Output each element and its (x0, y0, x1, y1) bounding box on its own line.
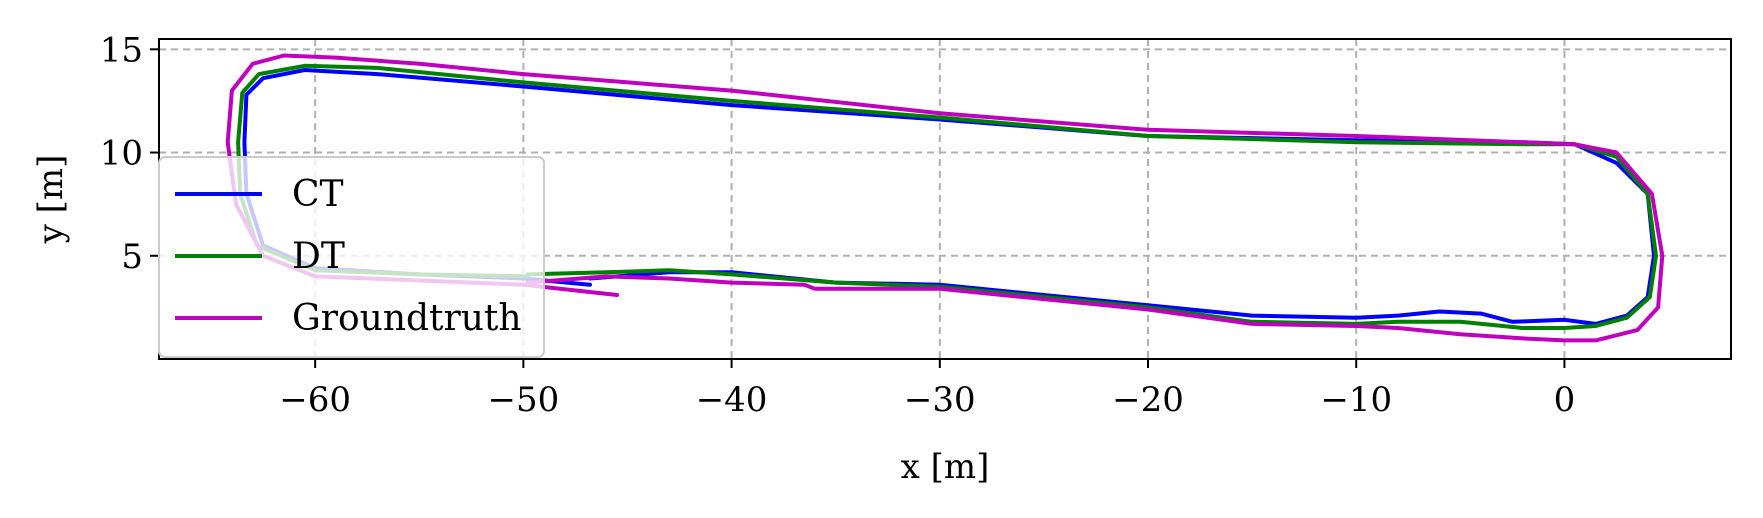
legend-label-dt: DT (292, 236, 345, 277)
x-tick-label: −50 (487, 380, 559, 420)
x-tick-label: −20 (1112, 380, 1184, 420)
y-tick-label: 5 (121, 237, 143, 277)
legend-box (158, 156, 545, 358)
x-tick-label: −60 (279, 380, 351, 420)
series-lines (225, 53, 1665, 343)
x-tick-label: −10 (1320, 380, 1392, 420)
legend-items: CT DT Groundtruth (175, 174, 522, 339)
x-tick-label: 0 (1554, 380, 1576, 420)
legend-label-groundtruth: Groundtruth (292, 298, 522, 339)
x-axis-label: x [m] (901, 447, 990, 487)
series-line-dt (236, 63, 1658, 330)
axis-ticks: −60 −50 −40 −30 −20 −10 0 5 10 15 (100, 30, 1576, 420)
y-tick-label: 10 (100, 134, 143, 174)
series-line-ct (242, 68, 1656, 326)
y-tick-label: 15 (100, 30, 143, 70)
legend: CT DT Groundtruth (158, 156, 545, 358)
x-tick-label: −30 (904, 380, 976, 420)
x-tick-label: −40 (696, 380, 768, 420)
legend-label-ct: CT (292, 174, 344, 215)
series-line-groundtruth (225, 53, 1665, 343)
y-axis-label: y [m] (31, 155, 71, 245)
